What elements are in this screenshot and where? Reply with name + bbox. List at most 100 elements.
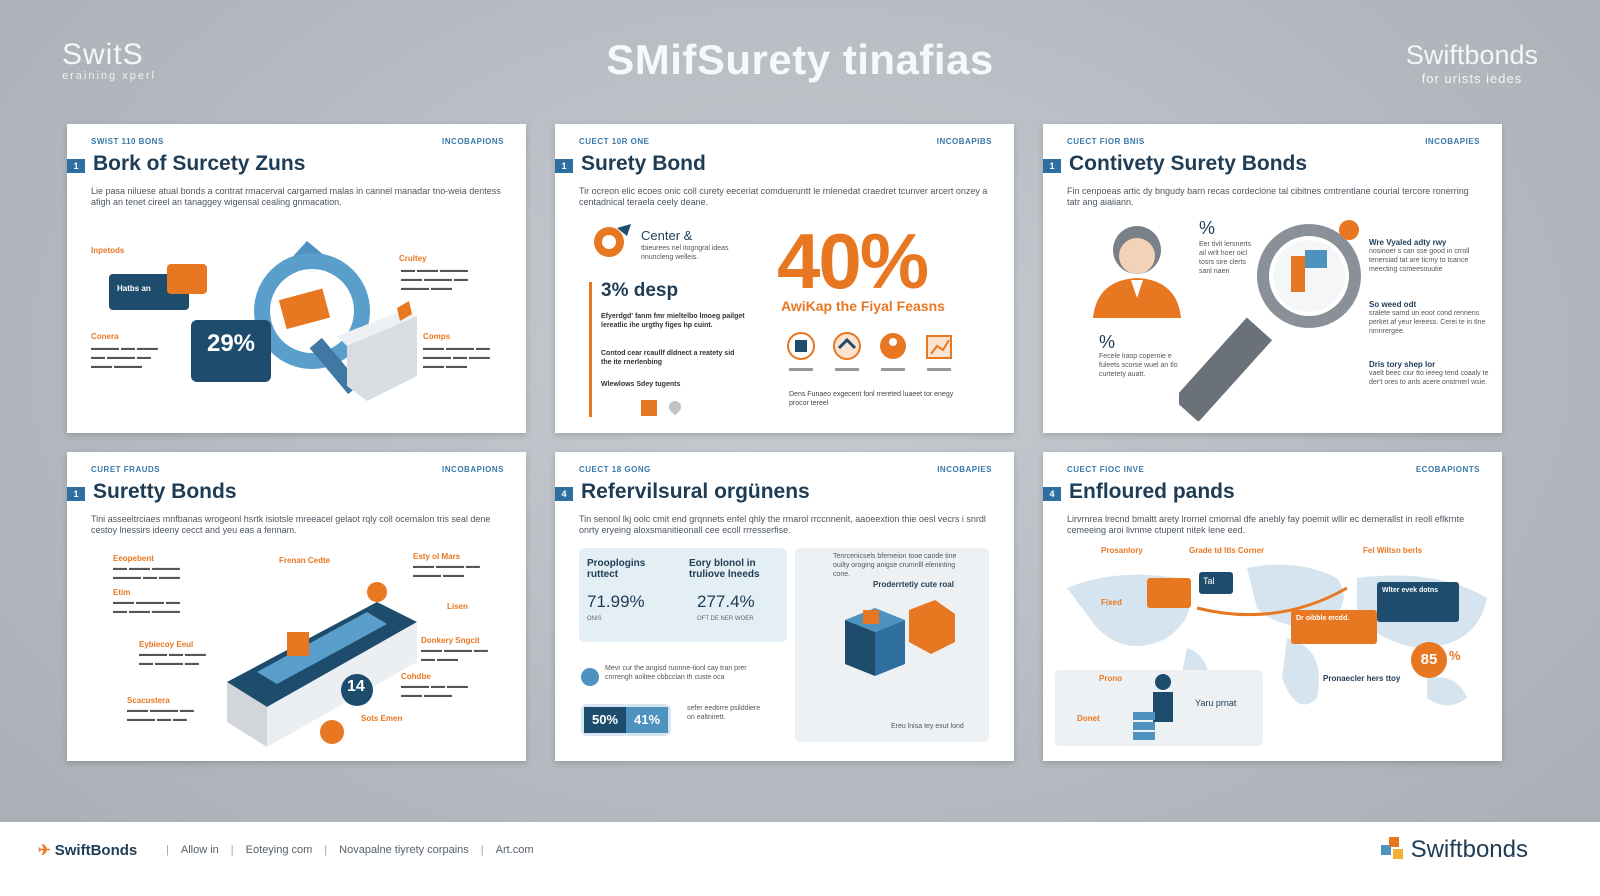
big-stat-caption: AwiKap the Fiyal Feasns xyxy=(781,298,945,314)
footer-nav: | Allow in | Eoteying com | Novapalne ti… xyxy=(166,844,534,856)
label-text: ▬▬▬ ▬▬▬▬ ▬▬ ▬▬▬▬ ▬▬ ▬▬ xyxy=(127,707,194,723)
card-suretty-bonds[interactable]: CURET FRAUDS INCOBAPIONS 1 Suretty Bonds… xyxy=(67,452,526,761)
handshake-icon xyxy=(833,332,861,371)
label-inpetods: Inpetods xyxy=(91,246,125,255)
footer-logo-text: SwiftBonds xyxy=(54,842,138,859)
footer-link[interactable]: Allow in xyxy=(180,844,219,856)
right-item-head: Wre Vyaled adty rwy xyxy=(1369,238,1447,247)
label: Etim xyxy=(113,588,131,597)
label: Donkery Sngcit xyxy=(421,636,480,645)
gear-icon xyxy=(594,224,631,257)
magnifier-house-illustration xyxy=(254,241,417,401)
label: Sots Emen xyxy=(361,714,403,723)
card-surety-bond[interactable]: CUECT 10R ONE INCOBAPIBS 1 Surety Bond T… xyxy=(555,124,1014,433)
icon-row xyxy=(785,330,955,376)
card-number: 4 xyxy=(1043,487,1061,501)
card-category: INCOBAPIBS xyxy=(936,137,992,146)
stats-value-1: 71.99% xyxy=(587,592,645,611)
right-item-body: nosinoer s can sse good in crroll teners… xyxy=(1369,248,1470,273)
label-hatbs: Hatbs an xyxy=(117,284,151,293)
stats-head-2: Eory blonol in truliove lneeds xyxy=(689,558,760,580)
stat-text-3: Wlewlows Sdey tugents xyxy=(601,381,681,388)
card-refervilsural[interactable]: CUECT 18 GONG INCOBAPIES 4 Refervilsural… xyxy=(555,452,1014,761)
brand-right-name: Swiftbonds xyxy=(1405,40,1538,70)
card-description: Lie pasa niluese atual bonds a contrat r… xyxy=(91,186,501,207)
map-label: Grade td Itls Corner xyxy=(1189,546,1265,555)
card-title: Enfloured pands xyxy=(1069,480,1235,503)
brand-left-name: SwitS xyxy=(62,38,144,71)
center-label: Center & xyxy=(641,228,693,243)
card-eyebrow: CUECT 10R ONE xyxy=(579,137,650,146)
brand-right: Swiftbonds for urists iedes xyxy=(1406,40,1538,86)
doc-icon xyxy=(641,400,657,416)
card-description: Tin senonl lkj oolc cmit end grqnnets en… xyxy=(579,514,986,535)
card-description: Fin cenpoeas artic dy bngudy barn recas … xyxy=(1067,186,1469,207)
label-text: ▬▬ ▬▬▬ ▬▬▬▬ ▬▬▬ ▬▬▬▬ ▬▬ ▬▬▬▬ ▬▬▬ xyxy=(401,267,468,292)
stat-unit: % xyxy=(1449,648,1461,663)
info-icon xyxy=(581,668,599,686)
map-bubble-navy: Wlter evek dotns xyxy=(1377,582,1459,622)
card-description: Tini asseeltrciaes mnfbanas wrogeonl hsr… xyxy=(91,514,491,535)
right-item: Dris tory shep lor vaelt beec ciur tto i… xyxy=(1369,360,1489,387)
label: Cohdbe xyxy=(401,672,431,681)
stat-text-2: Contod cear rcaullf dldnect a reatety si… xyxy=(601,350,735,366)
stat-badge: 29% xyxy=(191,320,271,382)
stats-head-1: Prooplogins ruttect xyxy=(587,558,646,580)
swiftbonds-logo-icon xyxy=(1380,837,1403,859)
swift-bird-icon: ✈ xyxy=(38,842,51,859)
card-contivety-surety-bonds[interactable]: CUECT FIOR BNIS INCOBAPIES 1 Contivety S… xyxy=(1043,124,1502,433)
label-comps: Comps xyxy=(423,332,451,341)
percent-pill: 50% 41% xyxy=(581,704,671,736)
map-label: Yaru prnat xyxy=(1195,698,1237,708)
map-label: Fixed xyxy=(1101,598,1122,607)
card-enfloured-pands[interactable]: CUECT FIOC INVE ECOBAPIONTS 4 Enfloured … xyxy=(1043,452,1502,761)
card-title: Refervilsural orgünens xyxy=(581,480,810,503)
footer-logo-right-text: Swiftbonds xyxy=(1410,836,1528,863)
nav-separator: | xyxy=(480,844,484,856)
pct-2-text: Fecele lrasp copernie e fuleets scorse w… xyxy=(1099,353,1178,378)
footer-link[interactable]: Eoteying com xyxy=(245,844,313,856)
card-title: Surety Bond xyxy=(581,152,706,175)
footer-logo-right[interactable]: Swiftbonds xyxy=(1380,836,1528,864)
label-text: ▬▬▬ ▬▬▬▬ ▬▬ ▬▬▬▬ ▬▬▬ xyxy=(413,563,480,579)
label: Frenan Cedte xyxy=(279,556,331,565)
bubble-text: Tal xyxy=(1203,576,1215,586)
right-item-head: Dris tory shep lor xyxy=(1369,360,1436,369)
label: Scacustera xyxy=(127,696,170,705)
map-label: Prosanlory xyxy=(1101,546,1143,555)
map-label: Prono xyxy=(1099,674,1123,683)
person-icon xyxy=(880,333,906,371)
bubble-text: Dr oibble ercdd. xyxy=(1296,615,1350,622)
map-bubble-orange-small xyxy=(1147,578,1191,608)
label-box-orange xyxy=(167,264,207,294)
label-text: ▬▬▬▬ ▬▬ ▬▬▬ ▬▬▬ ▬▬▬▬ xyxy=(401,683,468,699)
card-title: Contivety Surety Bonds xyxy=(1069,152,1308,175)
card-description: Lirvrnrea lrecnd bmaltt arety lrornel cm… xyxy=(1067,514,1465,535)
card-category: INCOBAPIES xyxy=(1425,137,1480,146)
label-text: ▬▬▬ ▬▬▬▬ ▬▬ ▬▬ ▬▬▬ ▬▬▬▬ xyxy=(113,599,180,615)
page-title: SMifSurety tinafias xyxy=(606,36,994,83)
label: Lisen xyxy=(447,602,468,611)
card-surety-zuns[interactable]: SWIST 110 BONS INCOBAPIONS 1 Bork of Sur… xyxy=(67,124,526,433)
footer-bar: ✈ SwiftBonds | Allow in | Eoteying com |… xyxy=(0,822,1600,896)
card-category: ECOBAPIONTS xyxy=(1415,465,1480,474)
brand-left-tagline: eraining xperl xyxy=(62,70,157,82)
card-number: 4 xyxy=(555,487,573,501)
bubble-text: Wlter evek dotns xyxy=(1382,587,1439,594)
footer-link[interactable]: Art.com xyxy=(495,844,534,856)
right-item: Wre Vyaled adty rwy nosinoer s can sse g… xyxy=(1369,238,1489,274)
person-avatar-icon xyxy=(1093,226,1181,318)
stats-box: Prooplogins ruttect Eory blonol in truli… xyxy=(579,548,787,642)
label-text: ▬▬▬▬ ▬▬ ▬▬▬ ▬▬ ▬▬▬▬ ▬▬ ▬▬▬ ▬▬▬▬ xyxy=(91,345,158,370)
footer-logo-left[interactable]: ✈ SwiftBonds xyxy=(38,841,137,859)
footer-link[interactable]: Novapalne tiyrety corpains xyxy=(339,844,469,856)
label-text: ▬▬ ▬▬▬ ▬▬▬▬ ▬▬▬▬ ▬▬ ▬▬▬ xyxy=(113,565,180,581)
pill-segment-navy: 50% xyxy=(584,707,626,733)
stat-value: 85 xyxy=(1420,651,1438,668)
stat-value: 29% xyxy=(206,330,256,357)
card-title: Bork of Surcety Zuns xyxy=(93,152,306,175)
side-head: Proderrtetiy cute roal xyxy=(873,580,954,589)
person-coins-icon xyxy=(1133,674,1173,740)
label-text: ▬▬▬ ▬▬▬▬ ▬▬ ▬▬▬▬ ▬▬ ▬▬▬ ▬▬▬ ▬▬▬ xyxy=(423,345,490,370)
center-sub: tbieurees nel itogngral ideas nnuncleng … xyxy=(641,245,729,261)
